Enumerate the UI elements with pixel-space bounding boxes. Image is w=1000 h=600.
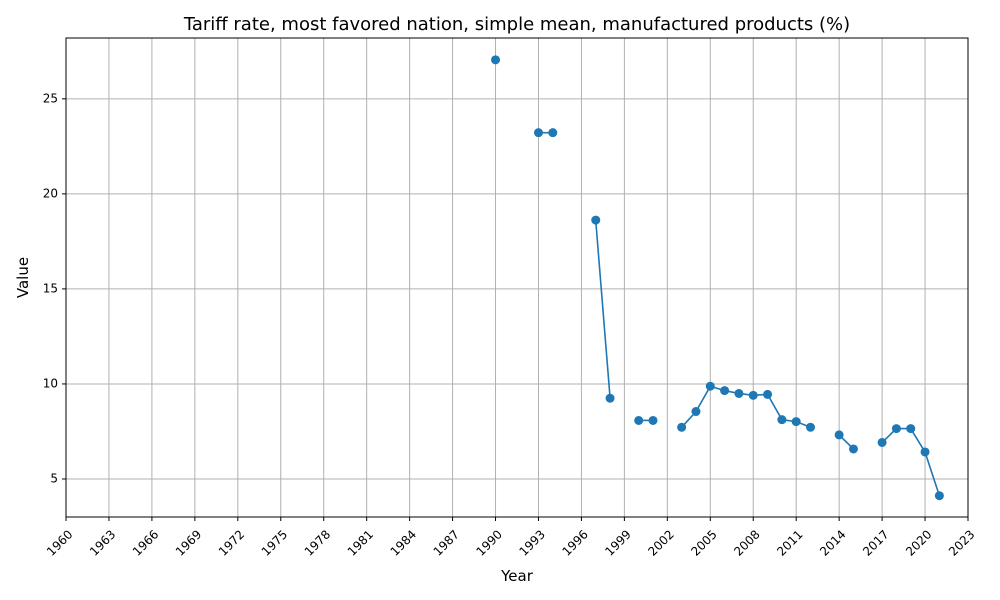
data-point — [591, 215, 601, 225]
data-point — [605, 393, 615, 403]
data-point — [648, 415, 658, 425]
data-point — [705, 381, 715, 391]
data-point — [720, 386, 730, 396]
y-tick-label: 15 — [43, 281, 58, 295]
data-point — [763, 389, 773, 399]
data-point — [920, 447, 930, 457]
y-tick-label: 25 — [43, 91, 58, 105]
data-point — [491, 55, 501, 65]
data-point — [934, 491, 944, 501]
data-point — [777, 415, 787, 425]
data-point — [677, 422, 687, 432]
data-point — [791, 417, 801, 427]
x-axis-label: Year — [500, 567, 534, 585]
data-point — [848, 444, 858, 454]
chart-title: Tariff rate, most favored nation, simple… — [183, 14, 850, 35]
series-line — [594, 220, 611, 399]
y-tick-label: 5 — [50, 471, 58, 485]
data-point — [891, 424, 901, 434]
data-point — [834, 430, 844, 440]
y-axis-label: Value — [14, 257, 32, 298]
data-point — [877, 437, 887, 447]
gridlines — [65, 38, 969, 517]
plot-frame — [65, 37, 969, 518]
data-point — [806, 422, 816, 432]
data-point — [691, 407, 701, 417]
data-point — [634, 415, 644, 425]
series-line — [681, 385, 811, 429]
y-tick-label: 10 — [43, 376, 58, 390]
data-series — [491, 55, 944, 501]
data-point — [548, 128, 558, 138]
data-point — [533, 128, 543, 138]
data-point — [748, 390, 758, 400]
data-point — [734, 388, 744, 398]
data-point — [906, 424, 916, 434]
y-tick-label: 20 — [43, 186, 58, 200]
